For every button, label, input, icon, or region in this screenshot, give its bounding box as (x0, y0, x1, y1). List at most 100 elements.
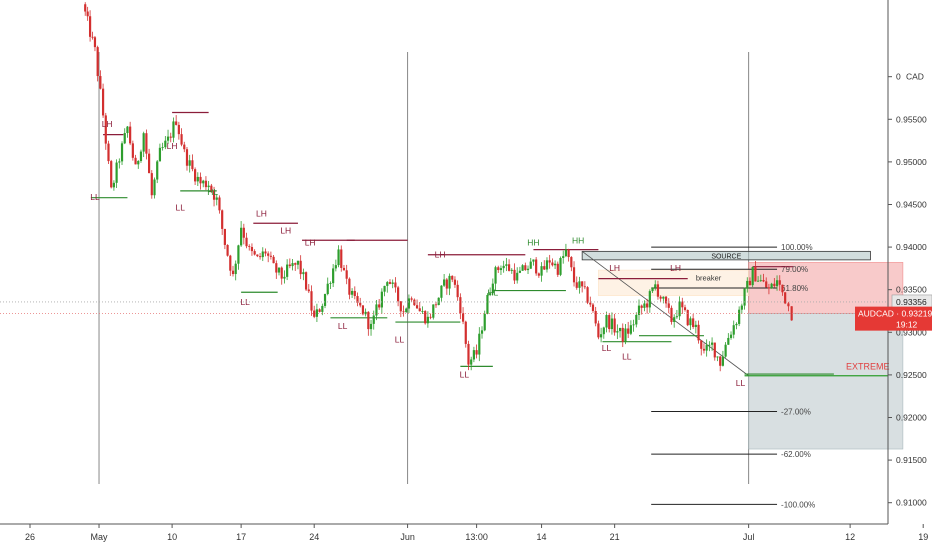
candle-body (597, 323, 600, 338)
candle-body (689, 318, 692, 326)
candle-body (88, 16, 92, 37)
candle-body (724, 344, 727, 357)
candle-body (624, 328, 627, 342)
candle-body (434, 304, 438, 306)
candle-body (545, 260, 549, 270)
candle-body (499, 268, 503, 271)
candle-body (570, 257, 573, 268)
price-badge-label: AUDCAD · 0.93219 (858, 309, 932, 319)
candle-body (464, 321, 467, 344)
candle-body (459, 297, 462, 314)
candle-body (337, 249, 340, 266)
candle-body (307, 289, 310, 292)
candle-body (410, 298, 413, 300)
candle-body (543, 266, 546, 270)
candle-body (627, 328, 630, 334)
candle-body (790, 306, 793, 321)
candle-body (686, 310, 689, 326)
x-tick-label: 10 (167, 532, 177, 542)
candle-body (743, 288, 746, 306)
swing-label: LL (602, 343, 612, 353)
candle-body (407, 298, 411, 309)
candle-body (212, 190, 216, 200)
candle-body (264, 251, 267, 254)
candle-body (497, 267, 500, 271)
y-tick-label: 0.91000 (896, 498, 927, 508)
x-tick-label: Jun (400, 532, 415, 542)
candle-body (258, 256, 262, 258)
candle-body (375, 304, 378, 316)
candle-body (540, 266, 543, 276)
swing-label: HL (487, 288, 498, 298)
candle-body (713, 342, 716, 358)
currency-label: CAD (906, 72, 924, 82)
candle-body (126, 126, 129, 134)
candle-body (153, 179, 156, 196)
candle-body (180, 134, 183, 145)
candle-body (445, 279, 448, 289)
candle-body (535, 259, 538, 274)
candle-body (594, 310, 597, 324)
candle-body (738, 309, 741, 324)
candle-body (437, 297, 440, 306)
x-tick-label: Jul (743, 532, 755, 542)
y-tick-label: 0.93500 (896, 285, 927, 295)
swing-label: LL (338, 321, 348, 331)
x-tick-label: 17 (236, 532, 246, 542)
candle-body (386, 282, 389, 286)
candle-body (635, 314, 638, 325)
candle-body (664, 296, 668, 304)
candle-body (207, 185, 210, 188)
candle-body (253, 251, 256, 255)
candle-body (145, 133, 148, 154)
candle-body (513, 269, 516, 281)
candle-body (700, 340, 703, 349)
candle-body (380, 291, 383, 308)
candle-body (675, 316, 678, 318)
candle-body (359, 302, 362, 306)
candle-body (237, 245, 240, 264)
swing-label: LL (736, 378, 746, 388)
candle-body (564, 249, 568, 257)
candle-body (326, 283, 329, 295)
candle-body (223, 228, 226, 245)
candle-body (510, 269, 513, 271)
candle-body (572, 267, 576, 283)
candle-body (164, 140, 167, 148)
candle-body (461, 313, 465, 322)
candle-body (702, 348, 706, 351)
swing-label: LH (167, 141, 178, 151)
candle-body (784, 292, 787, 304)
candle-body (732, 325, 735, 335)
candle-body (296, 260, 300, 265)
candle-body (719, 356, 722, 366)
candle-body (651, 287, 654, 292)
candle-body (475, 350, 478, 355)
candle-body (107, 143, 110, 162)
candle-body (516, 272, 519, 281)
price-badge-label: 0.93356 (896, 297, 927, 307)
candle-body (754, 266, 757, 282)
candle-body (272, 256, 275, 264)
candle-body (405, 308, 408, 313)
candle-body (424, 311, 427, 324)
candle-body (288, 264, 291, 267)
candle-body (591, 304, 595, 311)
candle-body (218, 197, 221, 211)
candle-body (147, 153, 151, 174)
candle-body (250, 247, 254, 252)
candle-body (191, 160, 194, 170)
candle-body (229, 255, 232, 271)
candle-body (156, 161, 159, 180)
candle-body (110, 161, 113, 188)
swing-label: LL (90, 192, 100, 202)
candle-body (286, 264, 289, 277)
candle-body (472, 350, 475, 360)
fib-level-label: 61.80% (781, 284, 808, 293)
candle-body (637, 305, 641, 315)
candle-body (746, 280, 749, 289)
swing-label: LH (305, 237, 316, 247)
